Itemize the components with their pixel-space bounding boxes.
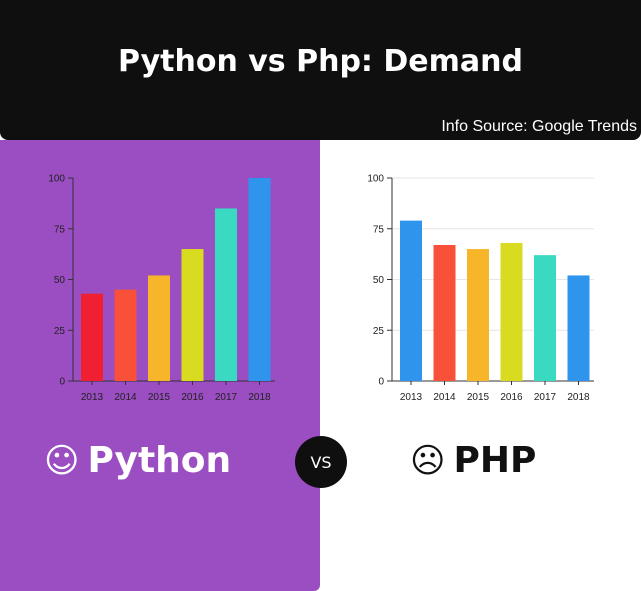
python-x-tick-label: 2016 (181, 392, 204, 403)
php-x-tick-label: 2018 (567, 392, 590, 403)
php-y-tick-label: 75 (373, 224, 385, 235)
php-label-text: PHP (453, 440, 537, 481)
php-x-tick-label: 2013 (400, 392, 423, 403)
php-x-tick-label: 2015 (467, 392, 490, 403)
php-x-tick-label: 2017 (534, 392, 557, 403)
php-bar-2017 (534, 255, 556, 381)
python-y-tick-label: 50 (54, 275, 66, 286)
python-label-text: Python (87, 440, 232, 481)
php-x-tick-label: 2016 (500, 392, 523, 403)
smiling-face-icon: ☺ (44, 440, 80, 481)
php-y-tick-label: 100 (367, 174, 384, 185)
python-x-tick-label: 2018 (248, 392, 271, 403)
python-y-tick-label: 0 (59, 377, 65, 388)
python-bar-2014 (114, 289, 137, 381)
php-bar-2018 (567, 275, 590, 381)
python-x-tick-label: 2013 (81, 392, 104, 403)
python-bar-2017 (215, 208, 237, 381)
python-x-tick-label: 2014 (114, 392, 137, 403)
php-bar-2015 (467, 249, 489, 381)
python-x-tick-label: 2017 (215, 392, 238, 403)
python-bar-2018 (248, 178, 271, 381)
php-bar-2016 (500, 242, 523, 381)
php-bar-2014 (433, 244, 456, 381)
php-y-tick-label: 50 (373, 275, 385, 286)
php-label: ☹ PHP (410, 440, 536, 481)
php-y-tick-label: 25 (373, 326, 385, 337)
info-source: Info Source: Google Trends (441, 118, 637, 135)
page-title: Python vs Php: Demand (118, 44, 523, 79)
python-label: ☺ Python (44, 440, 231, 481)
python-x-tick-label: 2015 (148, 392, 171, 403)
php-x-tick-label: 2014 (433, 392, 456, 403)
vs-badge: VS (295, 436, 347, 488)
header-banner: Python vs Php: Demand Info Source: Googl… (0, 0, 641, 140)
python-bar-2013 (81, 293, 103, 381)
frowning-face-icon: ☹ (410, 440, 446, 481)
python-y-tick-label: 100 (48, 174, 65, 185)
python-bar-2016 (181, 249, 204, 381)
python-y-tick-label: 75 (54, 224, 66, 235)
php-y-tick-label: 0 (378, 377, 384, 388)
python-y-tick-label: 25 (54, 326, 66, 337)
python-bar-2015 (148, 275, 170, 381)
php-bar-2013 (400, 220, 422, 381)
